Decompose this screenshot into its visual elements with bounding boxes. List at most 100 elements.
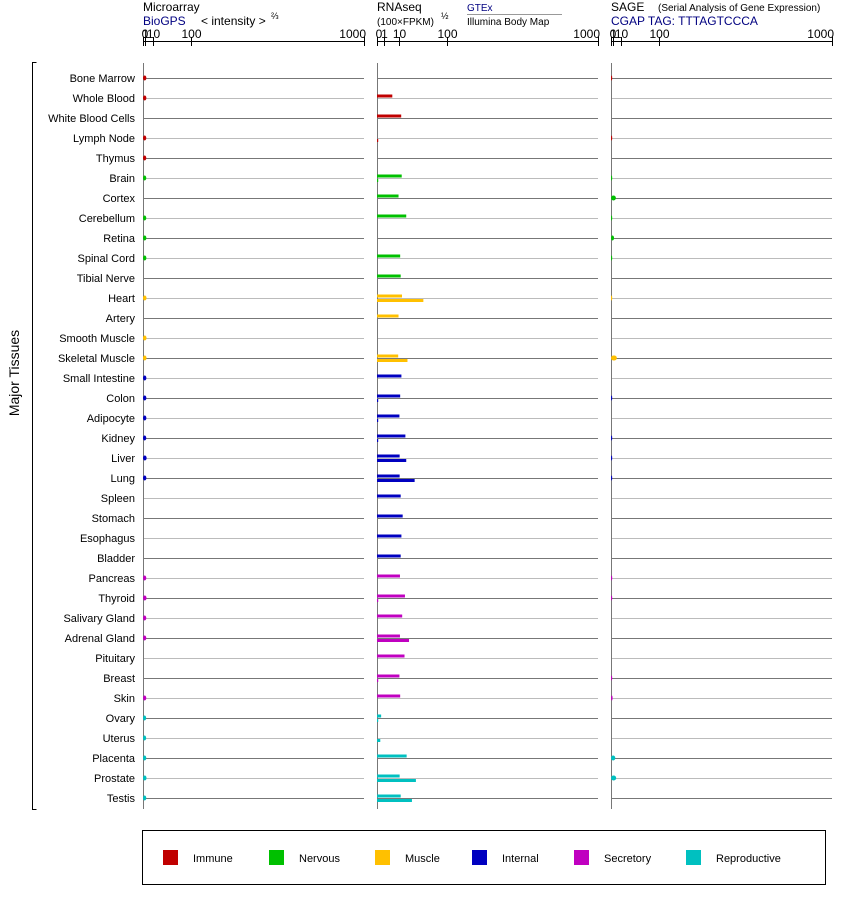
bodymap-bar — [377, 459, 407, 462]
x-tick-label: 100 — [649, 27, 669, 41]
bodymap-bar — [377, 599, 379, 602]
gtex-bar — [377, 354, 399, 358]
gtex-bar — [377, 414, 400, 418]
legend-swatch — [574, 850, 589, 865]
tissue-label: Brain — [109, 173, 135, 185]
tissue-label: Adipocyte — [87, 413, 135, 425]
gtex-bar — [377, 694, 401, 698]
x-tick-label: 1000 — [573, 27, 600, 41]
gtex-bar — [377, 194, 399, 198]
microarray-bar — [143, 395, 147, 401]
tissue-label: Whole Blood — [73, 93, 135, 105]
gtex-bar — [377, 454, 400, 458]
bodymap-bar — [377, 179, 379, 182]
tissue-label: Lymph Node — [73, 133, 135, 145]
tissue-label: Adrenal Gland — [65, 633, 135, 645]
bodymap-bar — [377, 359, 408, 362]
microarray-title: Microarray — [143, 0, 200, 14]
gtex-bar — [377, 434, 406, 438]
legend-item: Muscle — [375, 850, 440, 865]
microarray-bar — [143, 255, 147, 261]
gtex-bar — [377, 214, 407, 218]
x-tick-label: 0 — [376, 27, 383, 41]
gtex-bar — [377, 794, 401, 798]
bodymap-bar — [377, 139, 379, 142]
tissue-label: Salivary Gland — [63, 613, 135, 625]
tissue-label: Bladder — [97, 553, 135, 565]
x-tick-label: 10 — [147, 27, 161, 41]
tissue-label: Smooth Muscle — [59, 333, 135, 345]
microarray-bar — [143, 215, 147, 221]
tissue-labels: Bone Marrow Whole Blood White Blood Cells L… — [48, 73, 136, 805]
microarray-bar — [143, 775, 147, 781]
x-tick-label: 10 — [615, 27, 629, 41]
tissue-label: Kidney — [101, 433, 135, 445]
sage-bar — [611, 235, 615, 241]
tissue-label: Esophagus — [80, 533, 136, 545]
gtex-bar — [377, 494, 401, 498]
gtex-bar — [377, 474, 400, 478]
tissue-label: Breast — [103, 673, 135, 685]
sage-bar — [611, 395, 613, 401]
tissue-bracket — [32, 62, 37, 810]
panel-headers: Microarray BioGPS < intensity > ⅔ RNAseq… — [143, 0, 820, 28]
tissue-label: Thymus — [96, 153, 136, 165]
sage-bar — [611, 775, 617, 781]
microarray-bar — [143, 435, 147, 441]
microarray-bar — [143, 735, 147, 741]
tissue-label: Prostate — [94, 773, 135, 785]
bodymap-source-label: Illumina Body Map — [467, 17, 550, 28]
x-tick-label: 1 — [142, 27, 149, 41]
gtex-bar — [377, 294, 403, 298]
microarray-bar — [143, 755, 147, 761]
legend-swatch — [472, 850, 487, 865]
tissue-label: Placenta — [92, 753, 136, 765]
bodymap-bar — [377, 479, 415, 482]
legend-item: Nervous — [269, 850, 340, 865]
microarray-bar — [143, 135, 147, 141]
tissue-label: Skin — [114, 693, 135, 705]
tissue-label: Spleen — [101, 493, 135, 505]
sage-bar — [611, 755, 616, 761]
sage-bar — [611, 175, 613, 181]
x-tick-label: 1 — [381, 27, 388, 41]
sage-bar — [611, 355, 617, 361]
bodymap-bar — [377, 739, 381, 742]
sage-bar — [611, 675, 613, 681]
sage-bar — [611, 215, 613, 221]
tissue-label: Stomach — [92, 513, 135, 525]
legend-swatch — [686, 850, 701, 865]
tissue-label: Pancreas — [89, 573, 136, 585]
microarray-bar — [143, 415, 147, 421]
tissue-label: Skeletal Muscle — [58, 353, 135, 365]
microarray-bar — [143, 155, 147, 161]
gtex-bar — [377, 714, 382, 718]
sage-subtitle: CGAP TAG: TTTAGTCCCA — [611, 14, 758, 28]
tissue-label: Spinal Cord — [78, 253, 135, 265]
x-tick-label: 100 — [437, 27, 457, 41]
sage-subtitle-note: (Serial Analysis of Gene Expression) — [658, 3, 820, 14]
legend-label: Internal — [502, 853, 539, 865]
tissue-label: Bone Marrow — [70, 73, 135, 85]
x-tick-label: 1000 — [807, 27, 834, 41]
legend-swatch — [163, 850, 178, 865]
tissue-label: Thyroid — [98, 593, 135, 605]
gtex-bar — [377, 174, 402, 178]
tissue-label: Cortex — [103, 193, 136, 205]
panel-rnaseq: 01 10 100 1000 — [376, 27, 600, 809]
microarray-bar — [143, 595, 147, 601]
bodymap-bar — [377, 719, 379, 722]
legend-item: Reproductive — [686, 850, 781, 865]
microarray-bar — [143, 335, 147, 341]
microarray-bar — [143, 235, 147, 241]
microarray-bar — [143, 95, 147, 101]
bodymap-bar — [377, 639, 410, 642]
tissue-label: Small Intestine — [63, 373, 135, 385]
rnaseq-scale-label: (100×FPKM) — [377, 17, 434, 28]
x-tick-label: 1 — [610, 27, 617, 41]
legend-label: Immune — [193, 853, 233, 865]
legend-item: Immune — [163, 850, 233, 865]
tissue-label: Colon — [106, 393, 135, 405]
sage-title: SAGE — [611, 0, 644, 14]
